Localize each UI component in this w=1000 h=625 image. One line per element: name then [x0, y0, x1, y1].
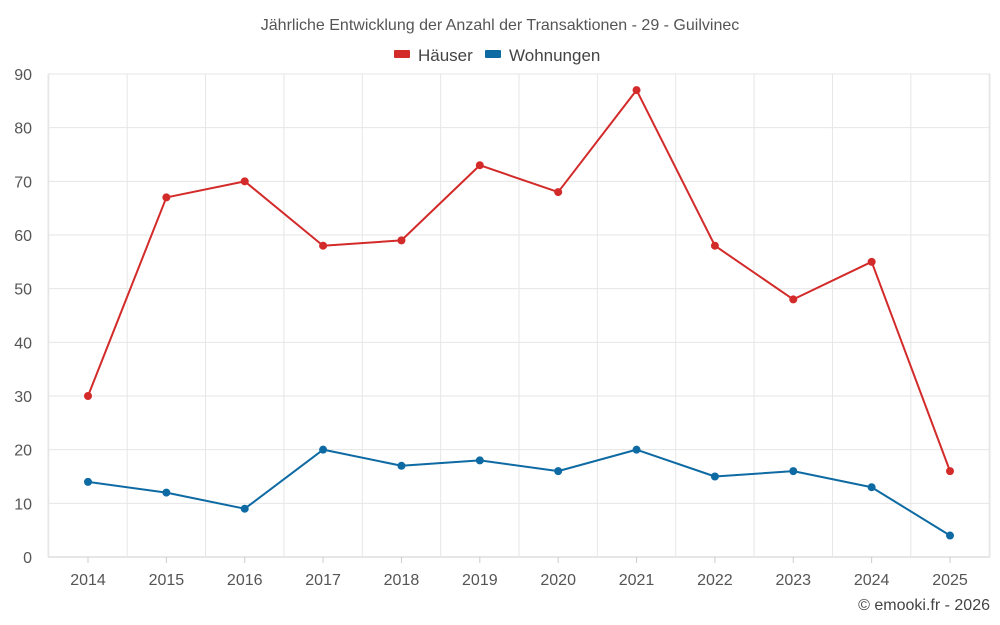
x-tick-label: 2019 — [462, 572, 498, 589]
data-point-haeuser[interactable] — [319, 241, 328, 250]
data-point-wohnungen[interactable] — [789, 467, 798, 476]
x-tick-label: 2023 — [775, 572, 811, 589]
data-point-wohnungen[interactable] — [319, 445, 328, 454]
data-point-haeuser[interactable] — [397, 236, 406, 245]
legend-item-wohnungen[interactable]: Wohnungen — [485, 46, 600, 65]
data-point-wohnungen[interactable] — [397, 461, 406, 470]
data-point-wohnungen[interactable] — [84, 477, 92, 486]
legend-swatch-haeuser — [394, 50, 410, 58]
y-tick-label: 80 — [14, 121, 32, 138]
data-point-haeuser[interactable] — [84, 392, 92, 400]
data-point-haeuser[interactable] — [789, 295, 798, 304]
data-point-haeuser[interactable] — [475, 161, 484, 170]
data-point-wohnungen[interactable] — [710, 472, 719, 481]
data-point-wohnungen[interactable] — [240, 504, 249, 513]
x-tick-label: 2020 — [540, 572, 576, 589]
x-axis: 2014 2015 2016 2017 2018 2019 2020 2021 2022 2023… — [70, 557, 968, 589]
y-tick-label: 0 — [23, 550, 32, 567]
x-tick-label: 2015 — [149, 572, 185, 589]
grid — [47, 73, 991, 558]
y-tick-label: 50 — [14, 282, 32, 299]
x-tick-label: 2021 — [619, 572, 655, 589]
legend-label-haeuser: Häuser — [418, 46, 473, 65]
data-point-haeuser[interactable] — [162, 193, 171, 202]
legend-label-wohnungen: Wohnungen — [509, 46, 600, 65]
series-layer — [84, 86, 954, 540]
legend-swatch-wohnungen — [485, 50, 501, 58]
legend-item-haeuser[interactable]: Häuser — [394, 46, 473, 65]
data-point-wohnungen[interactable] — [554, 467, 563, 476]
series-line-haeuser — [87, 89, 951, 472]
data-point-wohnungen[interactable] — [475, 456, 484, 465]
x-tick-label: 2014 — [70, 572, 106, 589]
legend: Häuser Wohnungen — [394, 46, 600, 65]
y-axis: 0 10 20 30 40 50 60 70 80 90 — [14, 67, 32, 567]
y-tick-label: 30 — [14, 389, 32, 406]
x-tick-label: 2025 — [932, 572, 968, 589]
data-point-wohnungen[interactable] — [946, 531, 954, 540]
data-point-wohnungen[interactable] — [632, 445, 641, 454]
x-tick-label: 2024 — [854, 572, 890, 589]
chart-title: Jährliche Entwicklung der Anzahl der Tra… — [261, 17, 739, 34]
x-tick-label: 2018 — [384, 572, 420, 589]
credit-text: © emooki.fr - 2026 — [858, 597, 990, 614]
data-point-wohnungen[interactable] — [867, 483, 876, 492]
y-tick-label: 20 — [14, 443, 32, 460]
data-point-haeuser[interactable] — [710, 241, 719, 250]
data-point-wohnungen[interactable] — [162, 488, 171, 497]
y-tick-label: 40 — [14, 335, 32, 352]
data-point-haeuser[interactable] — [946, 467, 954, 476]
x-tick-label: 2016 — [227, 572, 263, 589]
y-tick-label: 60 — [14, 228, 32, 245]
y-tick-label: 90 — [14, 67, 32, 84]
data-point-haeuser[interactable] — [632, 86, 641, 95]
y-tick-label: 10 — [14, 496, 32, 513]
data-point-haeuser[interactable] — [554, 188, 563, 197]
y-tick-label: 70 — [14, 174, 32, 191]
x-tick-label: 2022 — [697, 572, 733, 589]
data-point-haeuser[interactable] — [240, 177, 249, 186]
data-point-haeuser[interactable] — [867, 257, 876, 266]
series-line-wohnungen — [87, 448, 951, 537]
x-tick-label: 2017 — [305, 572, 341, 589]
